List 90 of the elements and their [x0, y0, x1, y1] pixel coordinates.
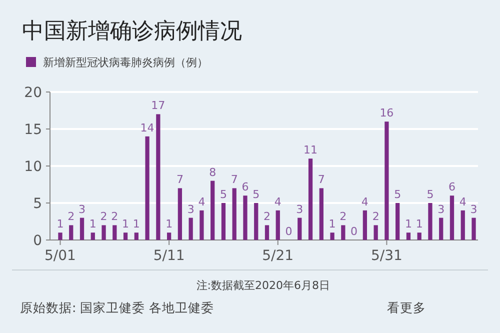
data-label: 14: [140, 121, 154, 134]
bar: [90, 232, 95, 240]
data-label: 17: [151, 99, 166, 112]
bar: [428, 203, 432, 240]
bar: [156, 114, 160, 240]
data-label: 1: [416, 218, 423, 231]
bar: [200, 210, 204, 240]
data-label: 6: [448, 180, 456, 194]
data-label: 6: [242, 180, 249, 194]
data-label: 4: [198, 195, 206, 208]
data-label: 3: [470, 202, 478, 216]
legend-label: 新增新型冠状病毒肺炎病例（例）: [43, 56, 208, 69]
data-label: 7: [318, 173, 325, 186]
data-label: 7: [176, 173, 184, 186]
bar: [80, 218, 84, 240]
data-label: 1: [328, 218, 336, 231]
data-label: 1: [89, 218, 96, 231]
bar: [319, 188, 324, 240]
bar: [69, 225, 74, 240]
data-label: 4: [274, 195, 282, 208]
data-label: 0: [285, 225, 292, 238]
y-tick-label: 15: [24, 122, 42, 138]
bar: [406, 232, 411, 240]
x-tick-label: 5/11: [153, 248, 185, 264]
bar: [145, 136, 150, 240]
data-label: 1: [404, 218, 412, 231]
bar: [460, 210, 465, 240]
bar: [264, 225, 270, 240]
data-label: 1: [122, 218, 130, 231]
data-label: 4: [361, 195, 368, 208]
data-label: 5: [252, 188, 260, 201]
data-label: 3: [438, 202, 445, 216]
bar: [102, 225, 106, 240]
bar: [384, 122, 389, 240]
data-label: 2: [372, 210, 380, 224]
y-tick-label: 10: [24, 159, 42, 175]
bar: [308, 158, 313, 240]
bar: [178, 188, 182, 240]
bar: [243, 196, 248, 240]
data-label: 2: [68, 210, 75, 224]
bar: [232, 188, 236, 240]
y-tick-label: 0: [33, 233, 42, 249]
data-label: 11: [304, 144, 318, 157]
data-label: 3: [187, 202, 194, 216]
bar: [439, 218, 444, 240]
bar: [123, 232, 128, 240]
bar: [396, 203, 400, 240]
data-label: 4: [459, 195, 466, 208]
bar: [254, 203, 258, 240]
bar: [417, 232, 422, 240]
data-label: 1: [132, 218, 140, 231]
data-label: 16: [380, 106, 394, 120]
text: 看更多: [387, 300, 426, 315]
data-label: 5: [220, 188, 227, 201]
bar: [330, 232, 334, 240]
data-label: 1: [56, 218, 64, 231]
chart-title: 中国新增确诊病例情况: [22, 19, 242, 44]
data-label: 1: [166, 218, 173, 231]
data-label: 2: [264, 210, 270, 224]
data-label: 0: [350, 225, 358, 238]
bar: [298, 218, 302, 240]
y-tick-label: 20: [24, 85, 42, 101]
bar: [188, 218, 193, 240]
x-tick-label: 5/01: [44, 248, 76, 264]
data-label: 5: [426, 188, 434, 201]
bar: [112, 225, 117, 240]
data-label: 7: [230, 173, 238, 186]
bar: [341, 225, 346, 240]
text: 原始数据: 国家卫健委 各地卫健委: [20, 300, 214, 315]
bar: [221, 203, 226, 240]
bar: [166, 232, 172, 240]
data-label: 5: [394, 188, 402, 201]
data-label: 3: [78, 202, 86, 216]
y-tick-label: 5: [33, 196, 42, 212]
data-label: 2: [111, 210, 118, 224]
bar: [472, 218, 476, 240]
bar: [276, 210, 280, 240]
bar: [450, 196, 454, 240]
bar: [58, 232, 62, 240]
bar: [210, 180, 215, 240]
data-label: 8: [209, 166, 216, 179]
data-label: 2: [100, 210, 108, 224]
x-tick-label: 5/31: [370, 248, 402, 264]
bar: [362, 210, 368, 240]
data-label: 2: [340, 210, 347, 224]
bar: [374, 225, 378, 240]
text: 注:数据截至2020年6月8日: [196, 279, 330, 292]
x-tick-label: 5/21: [262, 248, 294, 264]
bar: [134, 232, 138, 240]
data-label: 3: [296, 202, 304, 216]
